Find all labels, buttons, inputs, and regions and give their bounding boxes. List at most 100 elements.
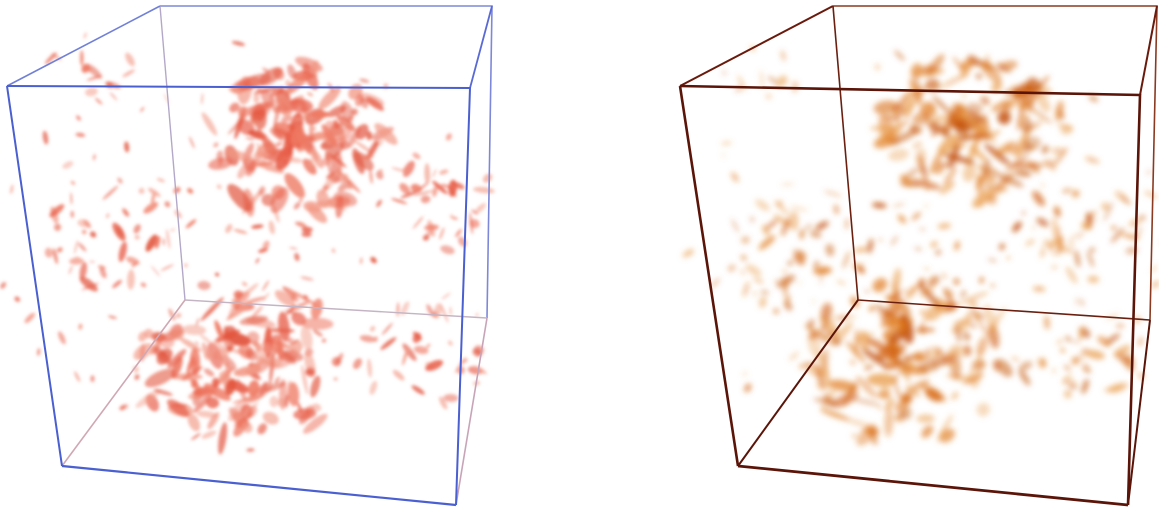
vortex-blob bbox=[89, 261, 95, 263]
vortex-blob bbox=[1071, 356, 1080, 365]
vortex-blob bbox=[1145, 191, 1158, 199]
vortex-blob bbox=[1097, 335, 1111, 347]
vortex-blob bbox=[876, 391, 891, 399]
vortex-blob bbox=[1087, 210, 1097, 222]
vortex-blob bbox=[450, 216, 459, 220]
vortex-blob bbox=[892, 369, 903, 381]
vortex-blob bbox=[361, 153, 374, 160]
vortex-blob bbox=[56, 247, 63, 253]
vortex-blob bbox=[988, 258, 997, 262]
vortex-blob bbox=[381, 322, 393, 336]
vortex-blob bbox=[1111, 225, 1117, 231]
vortex-blob bbox=[377, 168, 383, 175]
vortex-blob bbox=[308, 159, 313, 167]
vortex-blob bbox=[923, 267, 930, 271]
vortex-blob bbox=[391, 198, 408, 205]
vortex-blob bbox=[919, 290, 927, 297]
vortex-blob bbox=[187, 413, 201, 432]
vortex-blob bbox=[818, 320, 830, 334]
vortex-blob bbox=[290, 292, 297, 301]
vortex-blob bbox=[78, 323, 83, 330]
vortex-blob bbox=[271, 192, 275, 199]
vortex-blob bbox=[914, 327, 936, 333]
vortex-blob bbox=[935, 249, 941, 256]
vortex-blob bbox=[166, 399, 190, 418]
vortex-blob bbox=[1113, 344, 1131, 357]
vortex-blob bbox=[960, 93, 968, 98]
vortex-blob bbox=[910, 81, 938, 97]
vortex-blob bbox=[1115, 323, 1125, 328]
vortex-blob bbox=[235, 401, 259, 424]
vortex-blob bbox=[851, 433, 857, 438]
vortex-blob bbox=[799, 228, 805, 240]
vortex-blob bbox=[440, 184, 452, 189]
vortex-blob bbox=[325, 171, 336, 179]
vortex-blob bbox=[755, 199, 770, 212]
vortex-blob bbox=[257, 88, 262, 93]
vortex-blob bbox=[877, 405, 882, 411]
vortex-blob bbox=[262, 292, 270, 302]
vortex-blob bbox=[124, 141, 130, 153]
vortex-blob bbox=[975, 315, 990, 339]
vortex-blob bbox=[866, 373, 898, 387]
vortex-blob bbox=[425, 360, 444, 371]
vortex-blob bbox=[889, 290, 902, 302]
vortex-blob bbox=[302, 158, 317, 175]
vortex-blob bbox=[170, 228, 176, 232]
vortex-blob bbox=[0, 281, 7, 289]
vortex-blob bbox=[976, 73, 982, 80]
vortex-blob bbox=[251, 340, 258, 347]
vortex-blob bbox=[836, 280, 846, 285]
vortex-blob bbox=[74, 256, 80, 260]
vortex-blob bbox=[1041, 183, 1044, 188]
vortex-blob bbox=[269, 395, 279, 408]
vortex-blob bbox=[868, 305, 875, 312]
vortex-blob bbox=[894, 381, 901, 400]
vortex-blob bbox=[837, 194, 841, 198]
vortex-blob bbox=[841, 416, 873, 429]
vortex-blob bbox=[70, 210, 75, 218]
vortex-blob bbox=[243, 104, 276, 111]
vortex-blob bbox=[953, 278, 960, 285]
vortex-blob bbox=[766, 93, 772, 99]
vortex-blob bbox=[963, 345, 972, 357]
vortex-blob bbox=[167, 349, 187, 369]
vortex-blob bbox=[117, 177, 123, 184]
vortex-blob bbox=[917, 358, 947, 372]
vortex-blob bbox=[955, 324, 962, 343]
vortex-blob bbox=[980, 60, 1002, 83]
vortex-blob bbox=[195, 341, 199, 346]
vortex-blob bbox=[1051, 216, 1059, 239]
vortex-blob bbox=[246, 331, 260, 345]
vortex-blob bbox=[1060, 244, 1068, 253]
vortex-blob bbox=[369, 325, 376, 332]
vortex-blob bbox=[108, 315, 117, 319]
vortex-blob bbox=[723, 70, 726, 76]
vortex-blob bbox=[403, 160, 415, 177]
vortex-blob bbox=[813, 266, 832, 275]
vortex-blob bbox=[448, 179, 458, 197]
vortex-blob bbox=[268, 220, 275, 235]
vortex-blob bbox=[425, 343, 431, 349]
vortex-blob bbox=[355, 124, 369, 140]
vortex-blob bbox=[171, 356, 183, 379]
vortex-blob bbox=[335, 353, 344, 365]
vortex-blob bbox=[980, 96, 990, 105]
vortex-blob bbox=[888, 148, 910, 162]
vortex-blob bbox=[758, 235, 776, 251]
vortex-blob bbox=[249, 120, 261, 125]
vortex-blob bbox=[1151, 264, 1157, 274]
vortex-blob bbox=[274, 376, 281, 385]
vortex-blob bbox=[1069, 242, 1075, 248]
vortex-blob bbox=[245, 160, 257, 177]
vortex-blob bbox=[183, 263, 188, 268]
vortex-blob bbox=[1050, 265, 1059, 269]
left-cube-side-edge bbox=[455, 317, 488, 506]
vortex-blob bbox=[884, 408, 894, 438]
vortex-blob bbox=[981, 159, 991, 177]
vortex-blob bbox=[971, 186, 995, 208]
vortex-blob bbox=[999, 243, 1005, 251]
vortex-blob bbox=[1103, 201, 1114, 222]
vortex-blob bbox=[894, 50, 905, 61]
vortex-blob bbox=[359, 257, 363, 265]
